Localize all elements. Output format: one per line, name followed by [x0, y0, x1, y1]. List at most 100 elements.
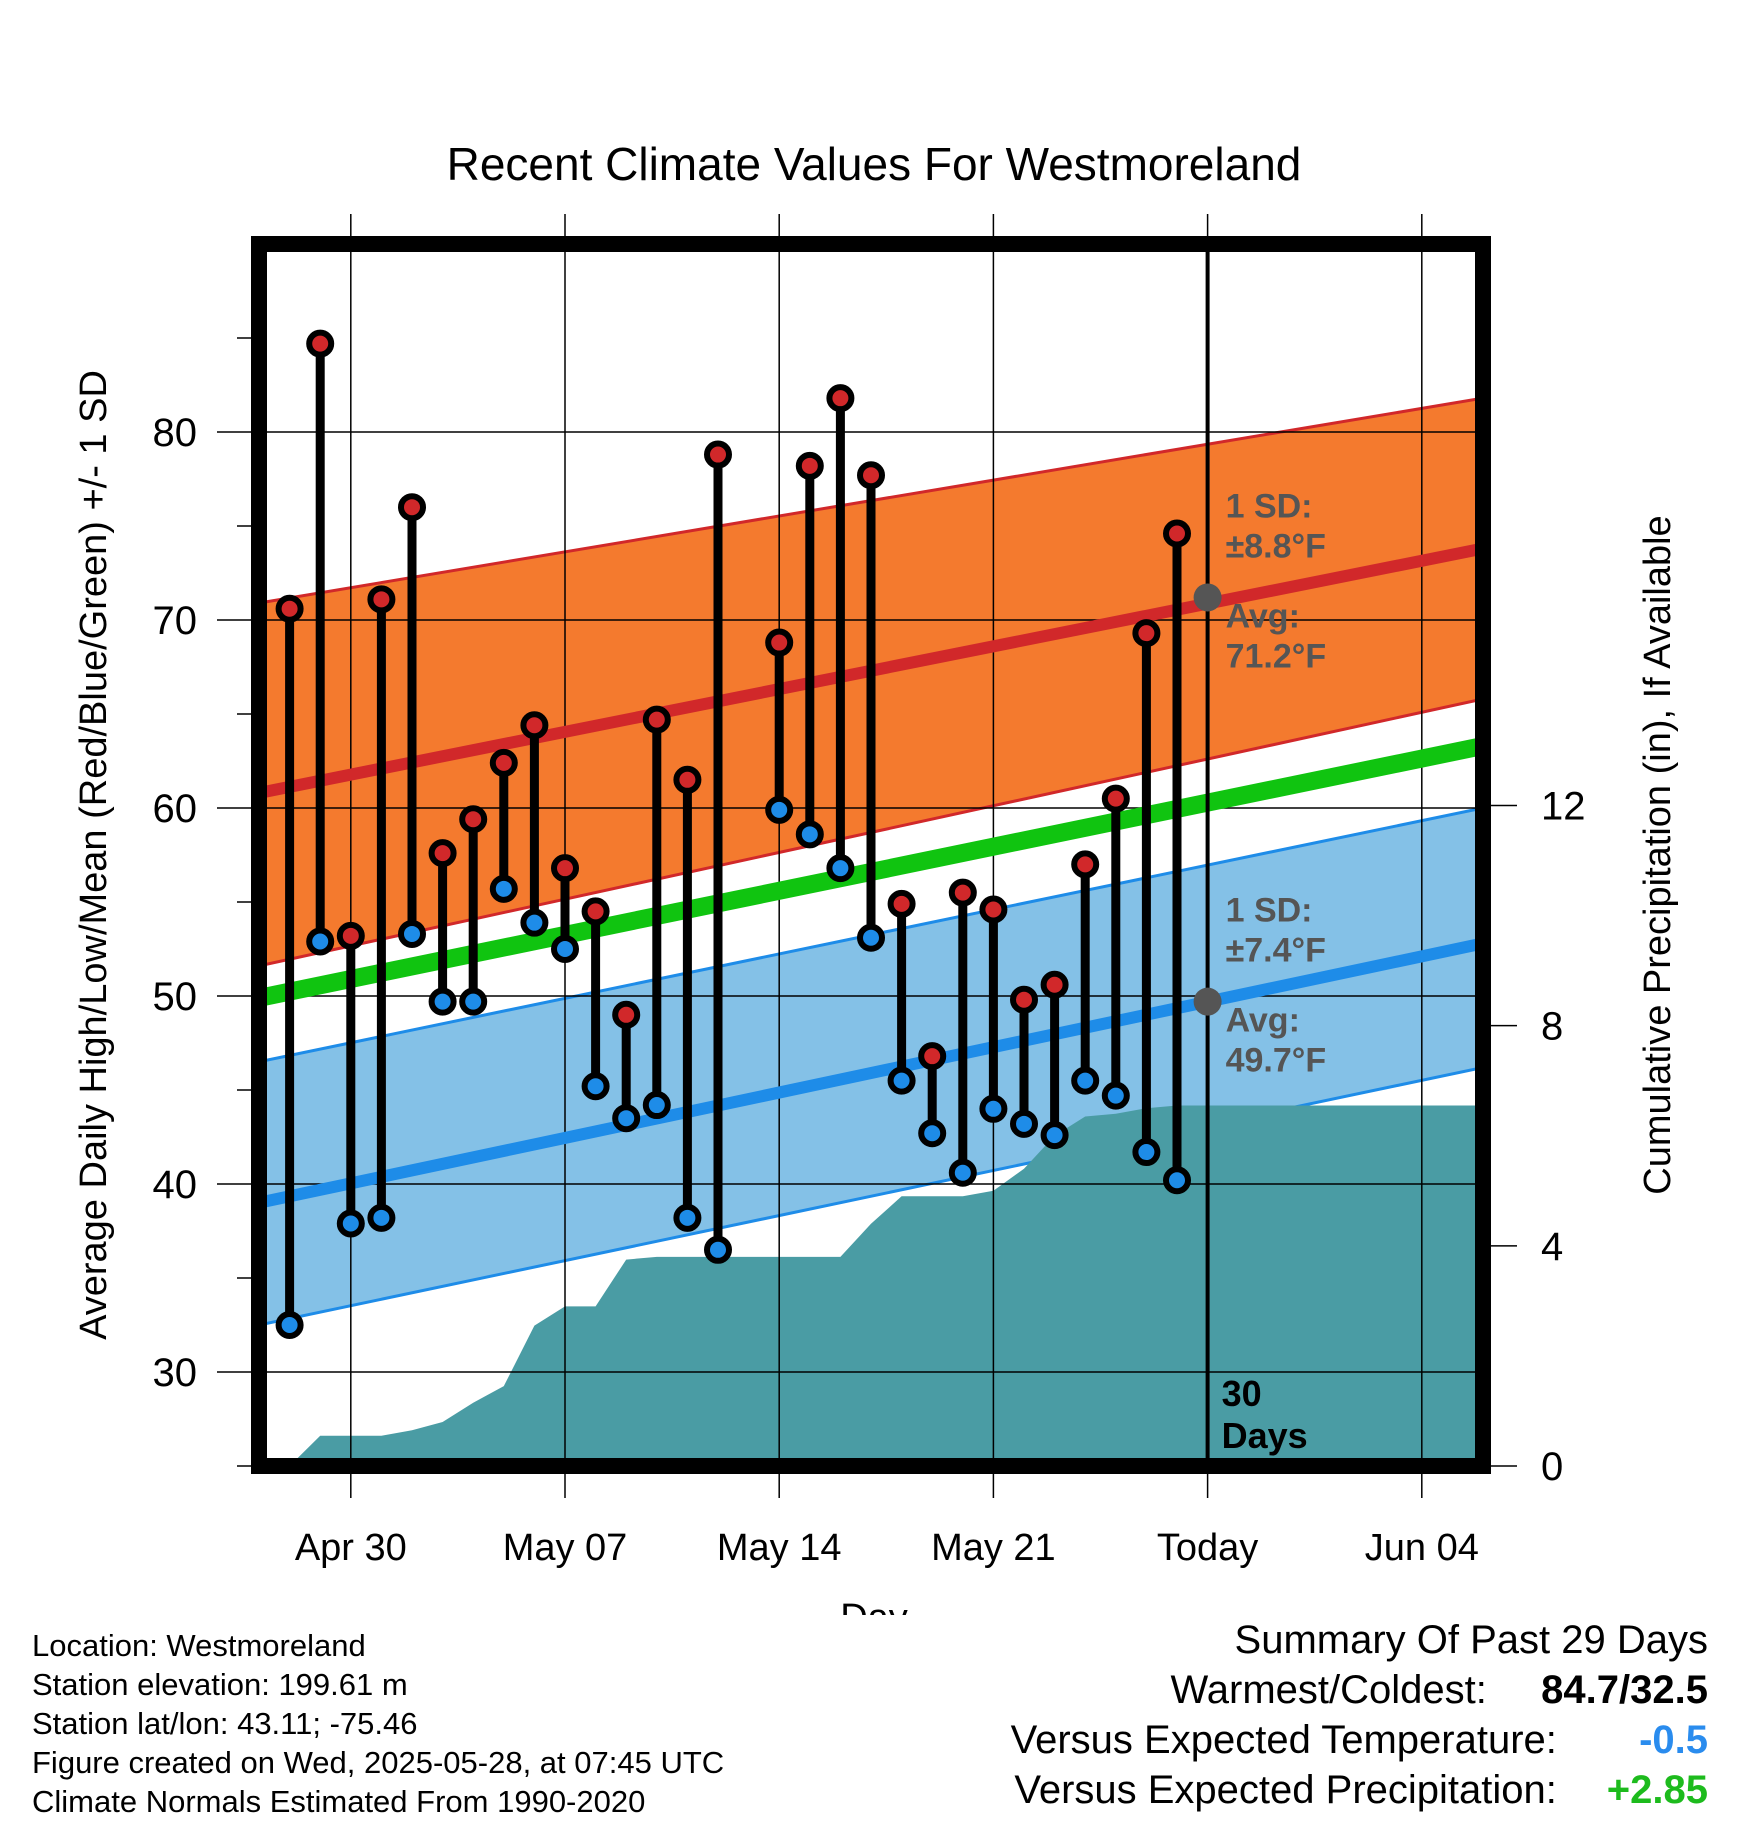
summary-panel: Summary Of Past 29 Days Warmest/Coldest:…: [1011, 1615, 1708, 1815]
low-normal-line: [259, 937, 1483, 1209]
daily-low-point: [306, 927, 335, 956]
daily-high-point: [979, 895, 1008, 924]
daily-low-point: [1010, 1109, 1038, 1138]
today-window-label: Days: [1222, 1415, 1308, 1456]
y2-tick-label: 12: [1541, 784, 1586, 828]
daily-high-point: [1040, 970, 1069, 999]
daily-high-point: [336, 921, 365, 950]
y2-tick-label: 0: [1541, 1445, 1563, 1489]
summary-title: Summary Of Past 29 Days: [1234, 1618, 1708, 1662]
x-axis-label: Day: [840, 1597, 908, 1615]
low-normal-label-avg-title: Avg:: [1226, 1002, 1300, 1040]
latlon-text: Station lat/lon: 43.11; -75.46: [32, 1706, 418, 1741]
low-normal-label-today-marker: [1193, 987, 1222, 1016]
chart-title: Recent Climate Values For Westmoreland: [447, 138, 1302, 190]
daily-high-point: [673, 765, 702, 794]
y-tick-label: 60: [153, 787, 198, 831]
daily-low-point: [642, 1091, 671, 1120]
daily-low-point: [795, 820, 824, 849]
x-tick-label: May 14: [717, 1527, 842, 1569]
daily-high-point: [1071, 850, 1100, 879]
temp-anomaly-value: -0.5: [1639, 1718, 1708, 1762]
daily-high-point: [612, 1000, 641, 1029]
daily-high-point: [459, 805, 488, 834]
daily-low-point: [367, 1203, 396, 1232]
location-text: Location: Westmoreland: [32, 1628, 366, 1663]
y-tick-label: 50: [153, 975, 198, 1019]
daily-low-point: [612, 1104, 641, 1133]
y-tick-label: 80: [153, 411, 198, 455]
daily-low-point: [551, 935, 579, 963]
daily-low-point: [398, 919, 426, 948]
daily-low-point: [1163, 1166, 1191, 1195]
daily-low-point: [1101, 1081, 1130, 1110]
daily-low-point: [948, 1158, 977, 1187]
daily-high-point: [1101, 784, 1130, 813]
precip-anomaly-row: Versus Expected Precipitation: +2.85: [1011, 1765, 1708, 1815]
daily-low-point: [857, 923, 885, 952]
daily-high-point: [551, 854, 579, 883]
daily-low-point: [826, 854, 855, 883]
normals-text: Climate Normals Estimated From 1990-2020: [32, 1784, 646, 1819]
daily-high-point: [1132, 619, 1161, 648]
low-normal-label-sd-value: ±7.4°F: [1226, 932, 1326, 970]
daily-low-point: [489, 874, 518, 903]
y-tick-label: 40: [153, 1163, 198, 1207]
daily-high-point: [581, 897, 610, 926]
daily-high-point: [826, 384, 855, 413]
y-axis-label: Average Daily High/Low/Mean (Red/Blue/Gr…: [73, 370, 115, 1340]
station-metadata: Location: Westmoreland Station elevation…: [32, 1626, 724, 1821]
x-tick-label: Apr 30: [295, 1527, 407, 1569]
daily-low-point: [1040, 1121, 1069, 1150]
high-normal-label-sd-title: 1 SD:: [1226, 487, 1313, 525]
daily-high-point: [918, 1042, 947, 1071]
warmest-value: 84.7/32.5: [1541, 1668, 1708, 1712]
daily-high-point: [857, 461, 885, 490]
high-normal-label-avg-value: 71.2°F: [1226, 637, 1327, 675]
temp-anomaly-row: Versus Expected Temperature: -0.5: [1011, 1715, 1708, 1765]
y2-axis-label: Cumulative Precipitation (in), If Availa…: [1637, 515, 1679, 1194]
daily-high-point: [1010, 985, 1038, 1014]
daily-high-point: [306, 329, 335, 358]
daily-high-point: [489, 748, 518, 777]
daily-low-point: [1071, 1066, 1100, 1095]
daily-low-point: [520, 908, 549, 937]
daily-high-point: [1163, 519, 1191, 548]
daily-low-point: [1132, 1138, 1161, 1167]
plot-frame: [251, 236, 1491, 1474]
warmest-label: Warmest/Coldest:: [1170, 1668, 1487, 1712]
daily-low-point: [887, 1066, 916, 1095]
daily-high-point: [795, 451, 824, 480]
climate-chart: Recent Climate Values For Westmoreland 1…: [73, 138, 1679, 1615]
daily-high-point: [398, 493, 426, 522]
daily-high-point: [428, 839, 457, 868]
x-tick-label: May 21: [931, 1527, 1056, 1569]
daily-low-point: [459, 987, 488, 1016]
high-normal-label-sd-value: ±8.8°F: [1226, 527, 1326, 565]
daily-high-point: [642, 705, 671, 734]
daily-high-point: [275, 594, 304, 623]
low-normal-label-sd-title: 1 SD:: [1226, 892, 1313, 930]
precip-anomaly-label: Versus Expected Precipitation:: [1014, 1768, 1557, 1812]
daily-low-point: [428, 987, 457, 1016]
temp-anomaly-label: Versus Expected Temperature:: [1010, 1718, 1557, 1762]
daily-low-point: [581, 1072, 610, 1101]
created-text: Figure created on Wed, 2025-05-28, at 07…: [32, 1745, 725, 1780]
warmest-coldest-row: Warmest/Coldest: 84.7/32.5: [1011, 1665, 1709, 1715]
y2-tick-label: 8: [1541, 1005, 1563, 1049]
x-tick-label: Today: [1157, 1527, 1258, 1569]
x-tick-label: May 07: [503, 1527, 628, 1569]
daily-low-point: [979, 1094, 1008, 1123]
daily-high-point: [887, 889, 916, 918]
daily-high-point: [367, 585, 396, 614]
x-tick-label: Jun 04: [1365, 1527, 1479, 1569]
daily-high-point: [520, 711, 549, 740]
daily-low-point: [918, 1119, 947, 1148]
daily-low-point: [275, 1311, 304, 1339]
y-tick-label: 30: [153, 1351, 198, 1395]
high-normal-label-avg-title: Avg:: [1226, 597, 1300, 635]
daily-low-point: [765, 795, 794, 824]
daily-high-point: [765, 628, 794, 657]
y2-tick-label: 4: [1541, 1225, 1563, 1269]
daily-low-point: [704, 1235, 732, 1264]
